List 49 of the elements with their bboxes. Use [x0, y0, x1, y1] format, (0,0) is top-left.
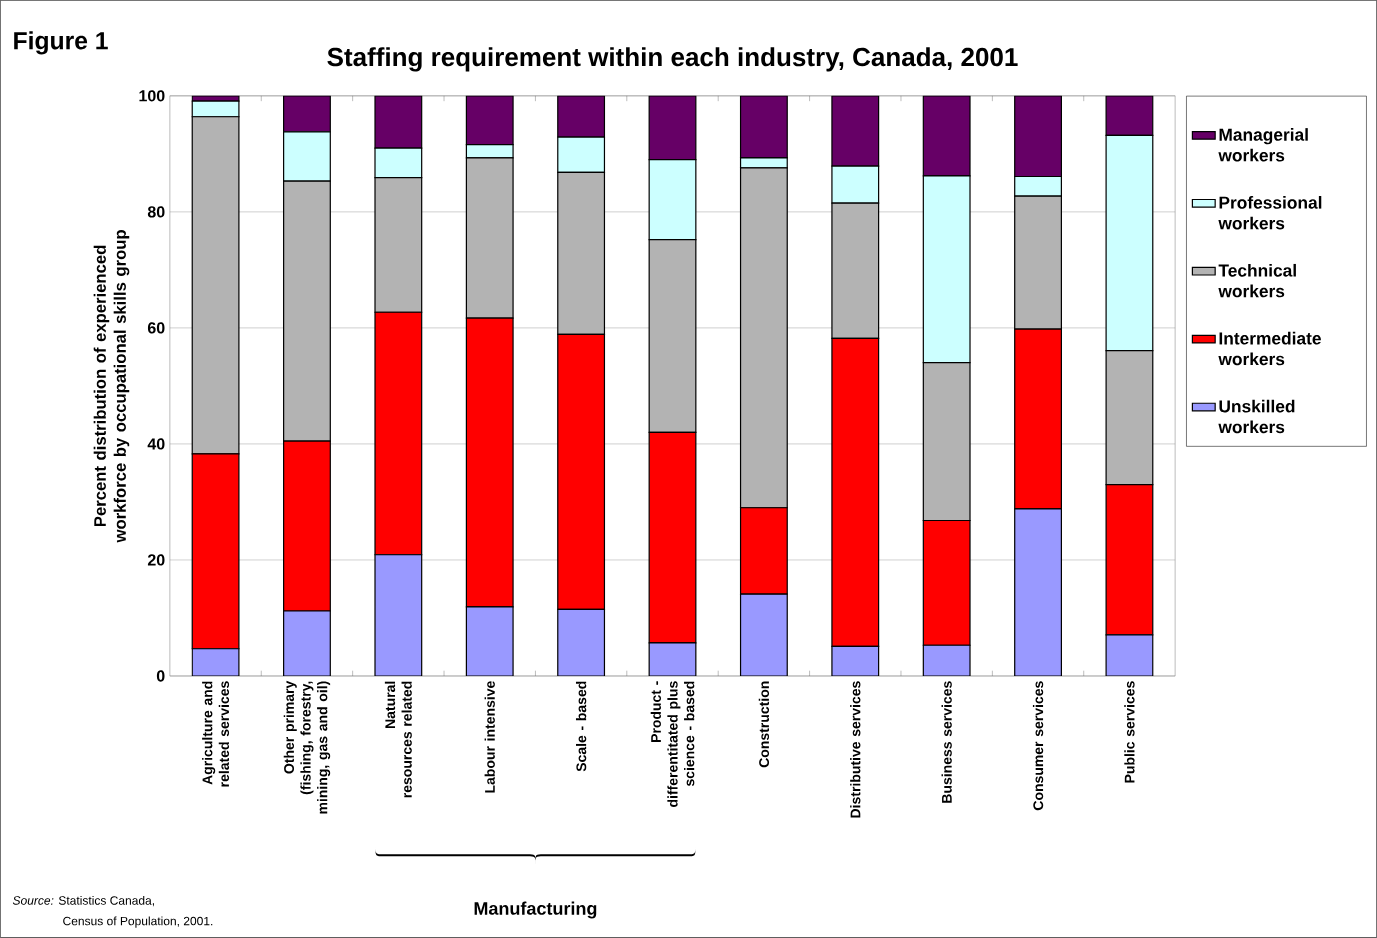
x-tick-label: Distributive services [850, 681, 861, 818]
bar [1014, 95, 1062, 178]
bar [648, 642, 697, 677]
text: Manufacturing [474, 901, 597, 919]
bar [922, 95, 971, 177]
bar [283, 610, 331, 677]
y-tick-label: 100 [139, 90, 165, 102]
bar [191, 648, 240, 677]
y-tick-label: 20 [147, 554, 165, 566]
caption: Figure 1 [14, 31, 108, 55]
legend-label: Managerial workers [1218, 128, 1308, 162]
bar [648, 95, 697, 161]
bar [557, 608, 606, 677]
bar [283, 95, 331, 133]
bar [465, 606, 514, 677]
bar [465, 95, 514, 146]
x-tick-label: Agriculture and related services [202, 681, 230, 787]
y-tick-label: 60 [147, 322, 165, 334]
x-tick-label: Other primary (fishing, forestry, mining, gas and oil) [283, 680, 331, 814]
bar [831, 645, 880, 677]
bar [739, 593, 788, 677]
x-tick-label: Labour intensive [484, 681, 495, 793]
legend-label: Unskilled workers [1218, 399, 1295, 434]
y-tick-label: 0 [156, 670, 165, 682]
bar [374, 554, 423, 677]
y-tick-label: 40 [147, 438, 165, 450]
text: Census of Population, 2001. [63, 916, 213, 928]
bar [922, 644, 971, 677]
x-tick-label: Scale - based [575, 681, 587, 772]
x-tick-label: Natural resources related [384, 681, 412, 798]
y-axis-title: Percent distribution of experienced workforce by occupational skills group [93, 230, 130, 543]
bar [1105, 634, 1154, 677]
x-tick-label: Product - differentitated plus science - based [650, 681, 695, 807]
x-tick-label: Business services [941, 681, 952, 803]
bar [557, 95, 606, 138]
x-tick-label: Consumer services [1032, 681, 1044, 811]
legend-label: Intermediate workers [1218, 331, 1321, 366]
bar [739, 95, 788, 159]
text: Source: Statistics Canada, [12, 895, 154, 907]
y-tick-label: 80 [147, 206, 165, 218]
legend-label: Technical workers [1218, 263, 1296, 298]
bar [831, 95, 880, 167]
x-tick-label: Construction [758, 681, 770, 768]
bar [374, 95, 423, 149]
chart-title: Staffing requirement within each industry, Canada, 2001 [327, 47, 1018, 72]
x-tick-label: Public services [1124, 681, 1135, 783]
legend-label: Professional workers [1218, 196, 1322, 230]
bar [1014, 508, 1062, 677]
bar [1105, 95, 1154, 136]
